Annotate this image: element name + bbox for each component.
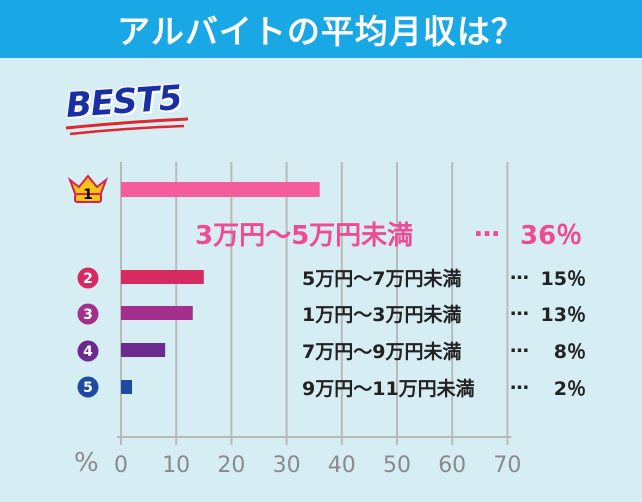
rank-number: 4 (83, 344, 93, 360)
rank-badge-3 (77, 303, 99, 325)
x-tick-label: 20 (217, 453, 245, 478)
x-tick-label: 70 (493, 453, 521, 478)
bar-rank-3 (121, 306, 193, 320)
separator: … (510, 262, 529, 284)
value-label: 13％ (540, 304, 586, 326)
chart-title: アルバイトの平均月収は？ (117, 12, 525, 51)
category-label: 3万円〜5万円未満 (195, 221, 414, 251)
value-label: 36％ (520, 221, 583, 251)
rank-number: 5 (83, 380, 93, 396)
rank-number: 1 (83, 187, 93, 203)
bar-rank-5 (121, 380, 133, 394)
rank-badge-2 (77, 267, 99, 289)
crown-icon (67, 174, 109, 203)
bar-rank-2 (121, 270, 204, 284)
x-tick-label: 10 (162, 453, 190, 478)
value-label: 8％ (553, 341, 586, 363)
x-tick-label: 30 (273, 453, 301, 478)
rank-number: 3 (83, 307, 93, 323)
x-axis-unit: % (74, 448, 99, 478)
category-label: 1万円〜3万円未満 (302, 304, 462, 326)
rank-number: 2 (83, 271, 93, 287)
separator: … (474, 213, 500, 243)
category-label: 7万円〜9万円未満 (302, 341, 462, 363)
rank-badge-5 (77, 376, 99, 398)
x-tick-label: 60 (438, 453, 466, 478)
category-label: 9万円〜11万円未満 (302, 378, 475, 400)
separator: … (510, 372, 529, 394)
best-badge: BEST5 (64, 78, 194, 142)
x-tick-label: 50 (383, 453, 411, 478)
value-label: 2％ (553, 378, 586, 400)
value-label: 15％ (540, 268, 586, 290)
separator: … (510, 298, 529, 320)
underline-swoosh (65, 117, 189, 136)
bar-rank-4 (121, 343, 166, 357)
x-tick-label: 40 (328, 453, 356, 478)
bar-rank-1 (121, 182, 320, 197)
title-bar: アルバイトの平均月収は？ (0, 0, 642, 58)
x-tick-label: 0 (114, 453, 128, 478)
rank-badge-4 (77, 340, 99, 362)
category-label: 5万円〜7万円未満 (302, 268, 462, 290)
separator: … (510, 335, 529, 357)
